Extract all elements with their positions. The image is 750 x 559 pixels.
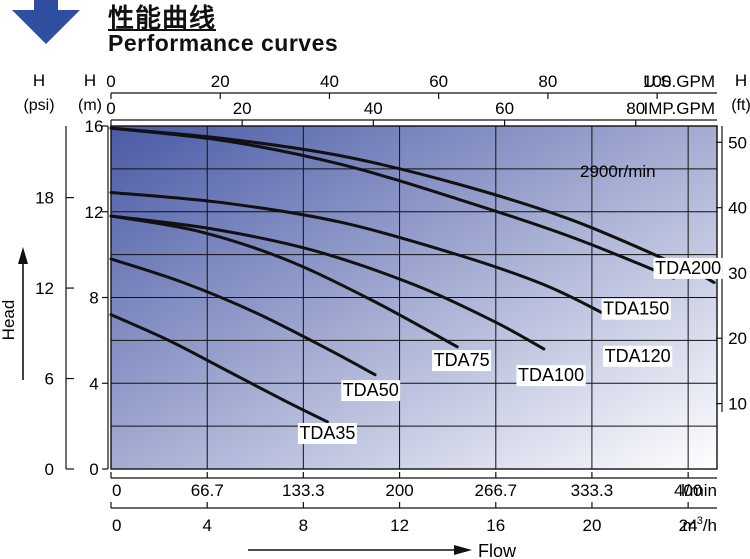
flow-label: Flow [478, 541, 517, 559]
page-title-chinese: 性能曲线 [108, 4, 217, 34]
psi-tick-label-3: 18 [35, 189, 54, 208]
label-tda120: TDA120 [605, 346, 671, 366]
lmin-tick-label-5: 333.3 [571, 481, 614, 500]
ft-tick-label-4: 50 [728, 133, 747, 152]
m-tick-label-0: 0 [89, 460, 98, 479]
label-tda75: TDA75 [434, 350, 490, 370]
impgpm-tick-label-1: 20 [233, 99, 252, 118]
speed-label: 2900r/min [580, 162, 656, 181]
impgpm-tick-label-3: 60 [495, 99, 514, 118]
m-tick-label-4: 16 [85, 117, 104, 136]
lmin-tick-label-3: 200 [385, 481, 413, 500]
down-arrow-icon [12, 0, 80, 44]
curve-tda50 [109, 257, 377, 377]
label-box-tda120 [603, 345, 673, 367]
label-box-tda50 [341, 380, 401, 402]
label-tda50: TDA50 [343, 380, 399, 400]
psi-axis-name: H [33, 71, 45, 90]
plot-frame [110, 125, 718, 470]
head-label: Head [0, 300, 18, 341]
impgpm-tick-label-0: 0 [106, 99, 115, 118]
flow-arrow-icon [454, 545, 472, 555]
curve-labels: TDA35 TDA50 TDA75 TDA100 TDA120 TDA150 TDA200 [297, 257, 723, 444]
curve-tda120 [109, 190, 608, 317]
m3h-tick-label-6: 24 [679, 516, 698, 535]
label-box-tda75 [432, 350, 492, 372]
m3h-tick-label-4: 16 [486, 516, 505, 535]
psi-axis-unit: (psi) [23, 97, 54, 114]
lmin-tick-label-2: 133.3 [282, 481, 325, 500]
m3h-tick-label-0: 0 [112, 516, 121, 535]
grid [110, 125, 718, 470]
curve-tda35 [109, 313, 329, 424]
ft-tick-label-2: 30 [728, 264, 747, 283]
m3h-tick-label-2: 8 [299, 516, 308, 535]
curve-tda75 [109, 214, 459, 349]
label-box-tda200 [653, 257, 723, 279]
m-tick-label-3: 12 [85, 203, 104, 222]
lmin-tick-label-4: 266.7 [475, 481, 518, 500]
label-tda150: TDA150 [603, 299, 669, 319]
impgpm-unit-label: IMP.GPM [644, 99, 715, 118]
usgpm-tick-label-2: 40 [320, 72, 339, 91]
ft-axis-unit: (ft) [731, 97, 750, 114]
label-box-tda35 [297, 422, 357, 444]
head-arrow-icon [18, 247, 28, 264]
curve-tda100 [109, 214, 546, 351]
label-tda200: TDA200 [655, 258, 721, 278]
m3h-tick-label-3: 12 [390, 516, 409, 535]
impgpm-tick-label-2: 40 [364, 99, 383, 118]
psi-tick-label-1: 6 [45, 370, 54, 389]
psi-tick-label-2: 12 [35, 279, 54, 298]
psi-tick-label-0: 0 [45, 460, 54, 479]
usgpm-tick-label-4: 80 [538, 72, 557, 91]
usgpm-tick-label-5: 100 [643, 72, 671, 91]
label-tda100: TDA100 [518, 365, 584, 385]
impgpm-tick-label-4: 80 [626, 99, 645, 118]
down-arrow-shape [12, 0, 80, 44]
label-box-tda150 [601, 298, 671, 320]
usgpm-tick-label-0: 0 [106, 72, 115, 91]
ft-tick-label-0: 10 [728, 395, 747, 414]
m-tick-label-1: 4 [89, 374, 98, 393]
m-axis-unit: (m) [78, 97, 102, 114]
m3h-tick-label-5: 20 [582, 516, 601, 535]
m3h-unit-label: m3/h [683, 515, 717, 535]
usgpm-unit-label: U.S.GPM [643, 72, 715, 91]
m-axis-name: H [84, 71, 96, 90]
lmin-unit-label: l/min [681, 481, 717, 500]
label-tda35: TDA35 [299, 423, 355, 443]
usgpm-tick-label-3: 60 [429, 72, 448, 91]
m3h-tick-label-1: 4 [202, 516, 211, 535]
lmin-tick-label-1: 66.7 [191, 481, 224, 500]
lmin-tick-label-6: 400 [674, 481, 702, 500]
page-title-english: Performance curves [108, 30, 339, 56]
ft-axis-name: H [735, 71, 747, 90]
lmin-tick-label-0: 0 [112, 481, 121, 500]
usgpm-tick-label-1: 20 [211, 72, 230, 91]
label-box-tda100 [516, 365, 586, 387]
ft-tick-label-1: 20 [728, 329, 747, 348]
ft-tick-label-3: 40 [728, 199, 747, 218]
m-tick-label-2: 8 [89, 289, 98, 308]
curve-tda150 [109, 126, 676, 280]
